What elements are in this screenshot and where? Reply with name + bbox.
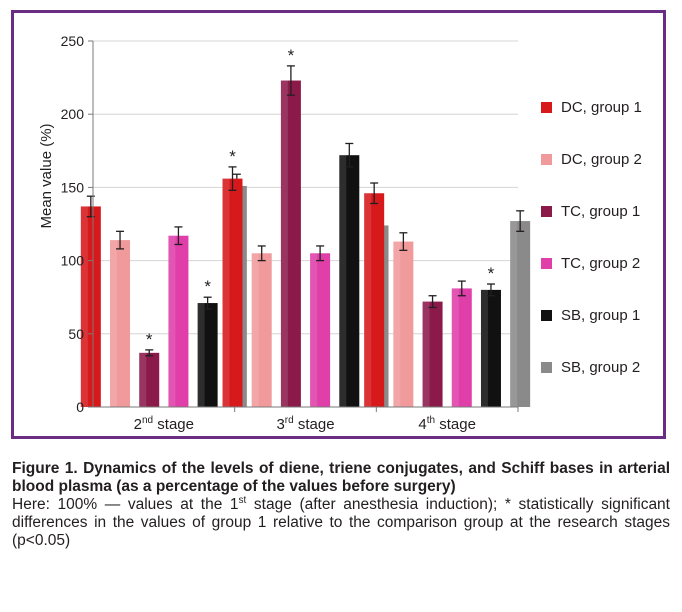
bar <box>280 80 301 407</box>
legend-swatch <box>541 206 552 217</box>
bars: * * * * * <box>80 46 531 407</box>
legend-item: SB, group 1 <box>541 307 640 324</box>
chart-frame: * * * * * 0 50 100 150 200 250 2nd stage 3rd stage 4… <box>11 10 666 439</box>
bar-highlight <box>510 221 518 407</box>
bar-highlight <box>80 206 88 407</box>
bar-group <box>168 226 189 407</box>
bar-highlight <box>197 303 205 407</box>
legend-label: TC, group 1 <box>561 203 640 220</box>
bar-group: * <box>480 264 501 407</box>
bar <box>451 288 472 407</box>
y-tick-label: 150 <box>61 179 85 195</box>
legend-label: SB, group 1 <box>561 307 640 324</box>
y-tick-label: 200 <box>61 106 85 122</box>
legend-item: DC, group 2 <box>541 151 642 168</box>
y-tick-label: 50 <box>68 326 84 342</box>
caption-note-text-continued: stage (after anesthesia induction); * st… <box>12 496 670 549</box>
bar <box>251 253 272 407</box>
bar-highlight <box>310 253 318 407</box>
bar <box>197 303 218 407</box>
caption-title: Figure 1. Dynamics of the levels of dien… <box>12 460 670 495</box>
bar <box>422 301 443 407</box>
bar-highlight <box>451 288 459 407</box>
caption-note: Here: 100% — values at the 1st stage (af… <box>12 494 670 550</box>
legend-label: DC, group 2 <box>561 151 642 168</box>
bar-highlight <box>168 235 176 407</box>
legend-swatch <box>541 258 552 269</box>
significance-marker: * <box>288 46 295 65</box>
legend-item: TC, group 2 <box>541 255 640 272</box>
bar <box>80 206 101 407</box>
bar <box>480 289 501 407</box>
bar <box>310 253 331 407</box>
bar-highlight <box>280 80 288 407</box>
caption-note-text: Here: 100% — values at the 1 <box>12 496 239 513</box>
bar-highlight <box>393 241 401 407</box>
bar <box>168 235 189 407</box>
bar <box>139 352 160 407</box>
significance-marker: * <box>146 330 153 349</box>
bar-group <box>251 245 272 407</box>
bar-highlight <box>339 155 347 407</box>
bar-group: * <box>139 330 160 407</box>
x-category-label: 3rd stage <box>276 415 334 433</box>
legend-item: SB, group 2 <box>541 359 640 376</box>
y-tick-label: 250 <box>61 33 85 49</box>
significance-marker: * <box>204 277 211 296</box>
legend-swatch <box>541 310 552 321</box>
bar <box>510 221 531 407</box>
bar-highlight <box>139 352 147 407</box>
legend-label: DC, group 1 <box>561 99 642 116</box>
legend-swatch <box>541 102 552 113</box>
bar <box>393 241 414 407</box>
bar-group: * <box>222 147 243 407</box>
bar-highlight <box>110 240 118 407</box>
bar <box>364 193 385 407</box>
legend-item: DC, group 1 <box>541 99 642 116</box>
bar-highlight <box>422 301 430 407</box>
y-tick-label: 0 <box>76 399 84 415</box>
bar <box>222 178 243 407</box>
bar <box>339 155 360 407</box>
legend-label: TC, group 2 <box>561 255 640 272</box>
axes: 0 50 100 150 200 250 2nd stage 3rd stage 4th sta… <box>61 33 519 433</box>
bar-chart: * * * * * 0 50 100 150 200 250 2nd stage 3rd stage 4… <box>38 33 642 433</box>
bar-highlight <box>251 253 259 407</box>
bar <box>110 240 131 407</box>
bar-group: * <box>197 277 218 407</box>
bar-group <box>364 182 385 407</box>
bar-highlight <box>480 289 488 407</box>
bar-group <box>80 195 101 407</box>
bar-highlight <box>364 193 372 407</box>
x-category-label: 4th stage <box>418 415 476 433</box>
y-tick-label: 100 <box>61 253 85 269</box>
bar-group <box>110 230 131 407</box>
significance-marker: * <box>229 147 236 166</box>
x-category-label: 2nd stage <box>134 415 194 433</box>
legend-item: TC, group 1 <box>541 203 640 220</box>
bar-group <box>422 295 443 407</box>
y-axis-title: Mean value (%) <box>38 123 55 228</box>
legend-swatch <box>541 154 552 165</box>
legend: DC, group 1 DC, group 2 TC, group 1 TC, gro… <box>541 99 642 376</box>
figure-caption: Figure 1. Dynamics of the levels of dien… <box>12 460 670 550</box>
bar-group <box>339 142 360 407</box>
caption-note-superscript: st <box>238 494 247 506</box>
bar-group <box>393 232 414 407</box>
bar-highlight <box>222 178 230 407</box>
bar-group <box>451 280 472 407</box>
bar-group <box>310 245 331 407</box>
bar-group: * <box>280 46 301 407</box>
legend-swatch <box>541 362 552 373</box>
bar-group <box>510 210 531 407</box>
legend-label: SB, group 2 <box>561 359 640 376</box>
significance-marker: * <box>488 264 495 283</box>
